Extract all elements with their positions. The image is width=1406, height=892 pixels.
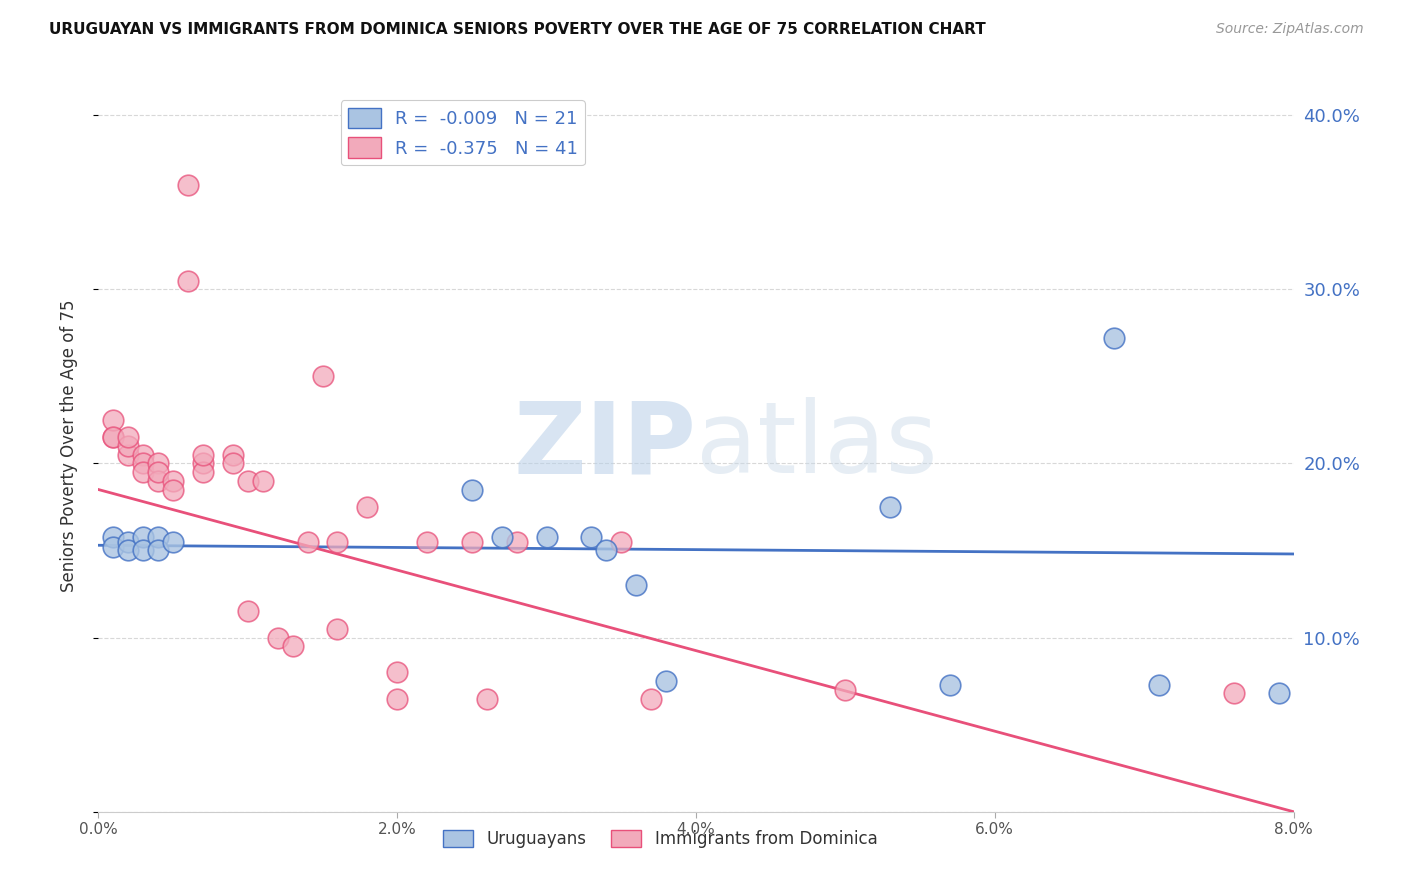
- Point: [132, 448, 155, 462]
- Point: [416, 534, 439, 549]
- Point: [236, 604, 259, 618]
- Point: [222, 448, 245, 462]
- Point: [595, 543, 617, 558]
- Point: [491, 530, 513, 544]
- Point: [103, 540, 125, 554]
- Point: [581, 530, 603, 544]
- Text: Source: ZipAtlas.com: Source: ZipAtlas.com: [1216, 22, 1364, 37]
- Point: [385, 665, 409, 680]
- Point: [939, 677, 962, 691]
- Point: [1147, 677, 1170, 691]
- Point: [191, 457, 214, 471]
- Point: [132, 465, 155, 479]
- Legend: Uruguayans, Immigrants from Dominica: Uruguayans, Immigrants from Dominica: [436, 823, 884, 855]
- Point: [326, 622, 349, 636]
- Point: [461, 483, 484, 497]
- Point: [103, 430, 125, 444]
- Point: [148, 457, 170, 471]
- Point: [117, 439, 139, 453]
- Point: [191, 448, 214, 462]
- Point: [177, 178, 200, 192]
- Point: [311, 369, 333, 384]
- Point: [103, 413, 125, 427]
- Text: ZIP: ZIP: [513, 398, 696, 494]
- Point: [1223, 686, 1246, 700]
- Point: [1104, 331, 1126, 345]
- Point: [461, 534, 484, 549]
- Point: [117, 448, 139, 462]
- Text: URUGUAYAN VS IMMIGRANTS FROM DOMINICA SENIORS POVERTY OVER THE AGE OF 75 CORRELA: URUGUAYAN VS IMMIGRANTS FROM DOMINICA SE…: [49, 22, 986, 37]
- Point: [281, 640, 304, 654]
- Point: [879, 500, 901, 514]
- Point: [267, 631, 290, 645]
- Point: [252, 474, 274, 488]
- Point: [326, 534, 349, 549]
- Point: [475, 691, 498, 706]
- Point: [162, 534, 184, 549]
- Point: [117, 534, 139, 549]
- Point: [834, 682, 856, 697]
- Point: [117, 430, 139, 444]
- Point: [236, 474, 259, 488]
- Point: [222, 457, 245, 471]
- Point: [297, 534, 319, 549]
- Text: atlas: atlas: [696, 398, 938, 494]
- Point: [103, 530, 125, 544]
- Point: [103, 430, 125, 444]
- Point: [132, 530, 155, 544]
- Point: [162, 483, 184, 497]
- Point: [655, 674, 678, 689]
- Point: [162, 474, 184, 488]
- Point: [626, 578, 648, 592]
- Point: [177, 274, 200, 288]
- Point: [148, 465, 170, 479]
- Point: [117, 543, 139, 558]
- Point: [385, 691, 409, 706]
- Point: [132, 457, 155, 471]
- Y-axis label: Seniors Poverty Over the Age of 75: Seniors Poverty Over the Age of 75: [59, 300, 77, 592]
- Point: [506, 534, 529, 549]
- Point: [610, 534, 633, 549]
- Point: [191, 465, 214, 479]
- Point: [640, 691, 662, 706]
- Point: [148, 543, 170, 558]
- Point: [356, 500, 378, 514]
- Point: [1267, 686, 1289, 700]
- Point: [148, 474, 170, 488]
- Point: [148, 530, 170, 544]
- Point: [132, 543, 155, 558]
- Point: [536, 530, 558, 544]
